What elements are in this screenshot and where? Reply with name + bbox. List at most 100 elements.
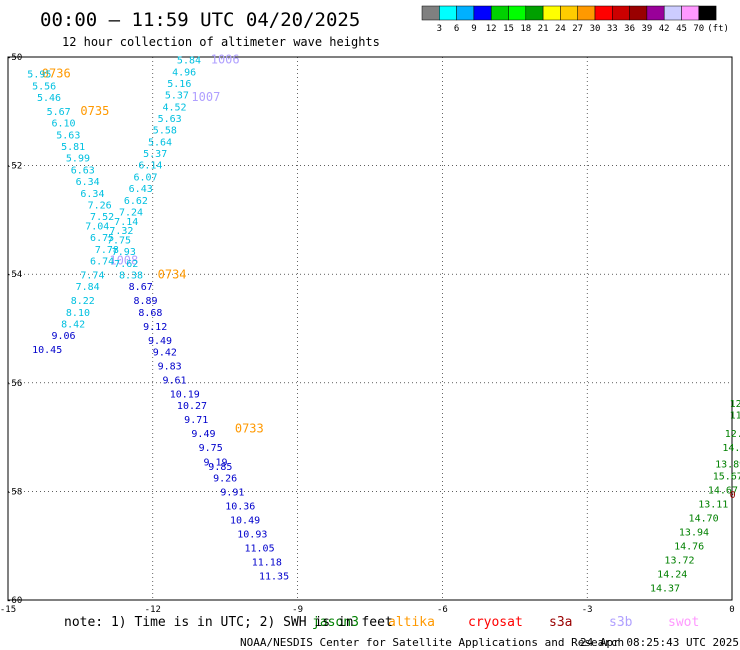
data-label-track_b: 8.38	[119, 270, 143, 281]
data-label-track_a: 5.63	[56, 130, 80, 141]
data-label-track_c: 11.35	[259, 572, 289, 583]
legend-swatch	[508, 5, 527, 21]
data-label-track_c: 9.06	[51, 331, 75, 342]
legend-swatch	[681, 5, 700, 21]
data-label-track_a: 8.10	[66, 308, 90, 319]
data-label-track_c: 11.18	[252, 558, 282, 569]
data-label-track_c: 9.12	[143, 322, 167, 333]
legend-swatch	[525, 5, 544, 21]
data-label-track_c: 10.49	[230, 516, 260, 527]
legend-label: 45	[676, 24, 687, 34]
data-label-track_a: 8.22	[71, 296, 95, 307]
data-label-track_b: 4.52	[162, 102, 186, 113]
data-label-track_c: 8.67	[129, 282, 153, 293]
y-tick-label: -60	[6, 596, 22, 606]
data-label-track_a: 5.67	[47, 107, 71, 118]
data-label-jason3: 12	[730, 399, 740, 410]
data-label-jason3: 15.67	[713, 471, 740, 482]
legend-swatch	[698, 5, 717, 21]
y-tick-label: -50	[6, 53, 22, 63]
y-tick-label: -58	[6, 487, 22, 497]
legend-label: 70	[693, 24, 704, 34]
legend-swatch	[560, 5, 578, 21]
data-label-track_b: 6.62	[124, 196, 148, 207]
chart-title: 00:00 — 11:59 UTC 04/20/2025	[40, 9, 360, 31]
data-label-track_a: 6.63	[71, 165, 95, 176]
data-label-jason3: 13.11	[698, 499, 728, 510]
data-label-track_b: 5.84	[177, 56, 201, 67]
data-label-track_b: 5.63	[158, 114, 182, 125]
legend-swatch	[490, 5, 509, 21]
data-label-jason3: 14.76	[674, 541, 704, 552]
legend-swatch	[421, 5, 440, 21]
data-label-altika: 0734	[158, 267, 187, 281]
satellite-legend-s3a: s3a	[549, 615, 572, 630]
data-label-track_c: 9.42	[153, 348, 177, 359]
legend-label: 42	[659, 24, 670, 34]
data-label-track_b: 7.32	[109, 226, 133, 237]
satellite-legend-altika: altika	[388, 615, 435, 630]
legend-label: 3	[437, 24, 442, 34]
data-label-altika: 0736	[42, 67, 71, 81]
x-tick-label: -15	[0, 605, 16, 615]
data-label-track_b: 5.37	[165, 91, 189, 102]
legend-label: 15	[503, 24, 514, 34]
data-label-jason3: 14.24	[657, 569, 687, 580]
data-label-track_c: 11.05	[245, 544, 275, 555]
data-label-track_b: 6.14	[138, 161, 162, 172]
legend-label: 27	[572, 24, 583, 34]
legend-swatch	[456, 5, 475, 21]
legend-swatch	[577, 5, 596, 21]
y-tick-label: -56	[6, 379, 22, 389]
legend-label: 30	[590, 24, 601, 34]
timestamp: 24 Apr 08:25:43 UTC 2025	[580, 636, 739, 649]
legend-label: 24	[555, 24, 566, 34]
data-label-track_c: 10.93	[237, 530, 267, 541]
data-label-jason3: 14.37	[650, 583, 680, 594]
data-label-track_c: 9.75	[199, 443, 223, 454]
data-label-s3b: 1008	[109, 253, 138, 267]
data-label-track_a: 6.34	[76, 177, 100, 188]
y-tick-label: -54	[6, 270, 22, 280]
data-label-jason3: 11	[730, 411, 740, 422]
legend-label: 21	[538, 24, 549, 34]
satellite-legend: jason3 altika cryosat s3a s3b swot	[312, 615, 699, 630]
y-tick-label: -52	[6, 162, 22, 172]
data-label-track_b: 7.93	[112, 247, 136, 258]
data-label-track_a: 6.74	[90, 256, 114, 267]
data-label-track_a: 5.46	[37, 93, 61, 104]
data-label-track_a: 6.75	[90, 233, 114, 244]
data-label-track_b: 4.96	[172, 67, 196, 78]
data-label-track_b: 5.16	[167, 79, 191, 90]
data-label-track_a: 5.81	[61, 142, 85, 153]
data-label-track_c: 9.19	[203, 457, 227, 468]
data-label-jason3: 13.94	[679, 527, 709, 538]
satellite-legend-jason3: jason3	[312, 615, 359, 630]
color-legend: 3 6 9 12 15 18 21 24 27 30 33 36 39 42 45 70 (ft)	[421, 5, 729, 34]
legend-swatch	[542, 5, 561, 21]
data-label-track_c: 9.61	[162, 376, 186, 387]
x-tick-label: -3	[582, 605, 593, 615]
data-label-track_b: 6.07	[133, 172, 157, 183]
legend-label: 18	[520, 24, 531, 34]
legend-swatch	[629, 5, 648, 21]
credit: NOAA/NESDIS Center for Satellite Applica…	[240, 636, 624, 649]
plot-frame	[7, 56, 733, 601]
x-tick-label: -6	[437, 605, 448, 615]
data-label-track_c: 10.27	[177, 401, 207, 412]
data-label-track_a: 6.34	[80, 189, 104, 200]
data-label-jason3: 12.0	[725, 429, 740, 440]
data-label-track_c: 9.49	[191, 429, 215, 440]
legend-label: 39	[641, 24, 652, 34]
data-label-track_a: 8.42	[61, 320, 85, 331]
data-label-s3b: 1006	[211, 53, 240, 67]
data-label-s3a: 0	[730, 490, 736, 501]
data-label-track_c: 8.68	[138, 308, 162, 319]
data-label-track_b: 5.37	[143, 149, 167, 160]
data-label-track_c: 8.89	[133, 296, 157, 307]
data-label-track_a: 5.99	[66, 154, 90, 165]
data-label-track_b: 7.62	[114, 259, 138, 270]
data-label-track_c: 9.91	[220, 488, 244, 499]
data-label-track_c: 9.71	[184, 415, 208, 426]
data-label-track_a: 6.10	[51, 119, 75, 130]
